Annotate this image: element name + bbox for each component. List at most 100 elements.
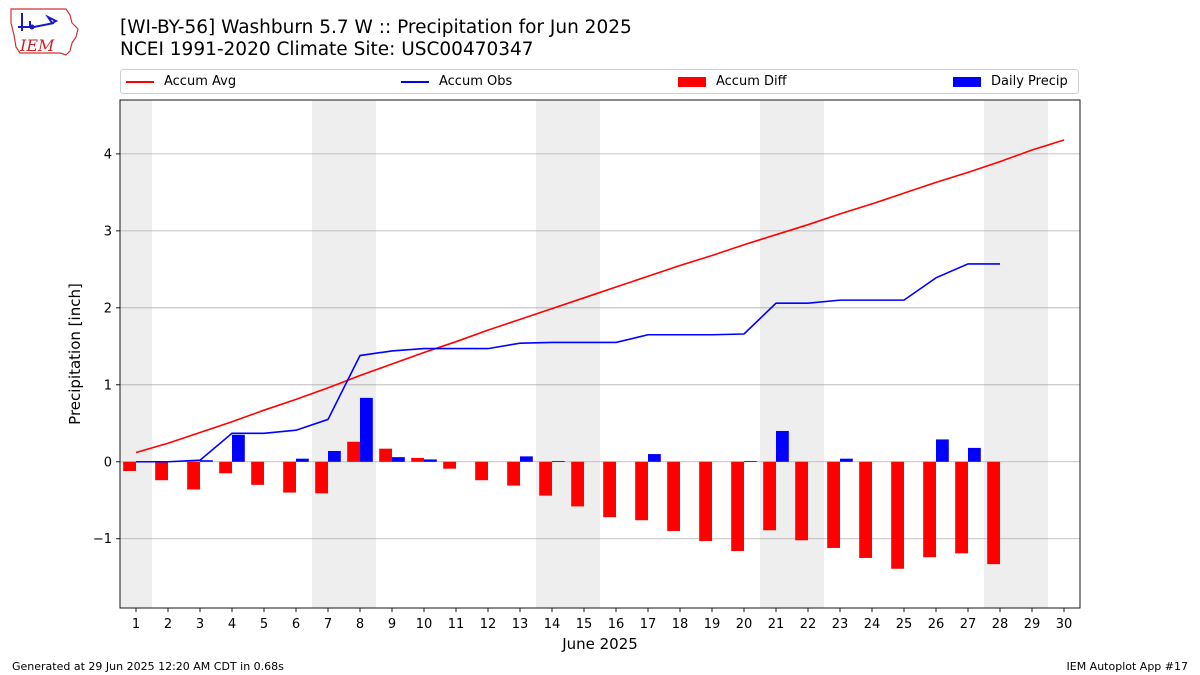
accum-diff-bar xyxy=(987,461,1000,565)
accum-diff-bar xyxy=(571,461,584,507)
accum-diff-bar xyxy=(955,461,968,554)
accum-diff-bar xyxy=(283,461,296,493)
accum-diff-bar xyxy=(123,461,136,471)
legend-item-daily-precip: Daily Precip xyxy=(953,74,1068,89)
x-tick-label: 11 xyxy=(448,617,465,632)
accum-diff-bar xyxy=(187,461,200,490)
weekend-band xyxy=(760,100,824,608)
x-tick-label: 23 xyxy=(832,617,849,632)
daily-precip-bar xyxy=(232,434,245,462)
y-tick-label: 1 xyxy=(104,378,112,393)
daily-precip-bar xyxy=(328,450,341,462)
y-tick-label: 0 xyxy=(104,455,112,470)
x-tick-label: 4 xyxy=(228,617,236,632)
daily-precip-bar xyxy=(424,459,437,462)
daily-precip-bar xyxy=(520,456,533,462)
x-tick-label: 18 xyxy=(672,617,689,632)
x-tick-label: 19 xyxy=(704,617,721,632)
x-tick-label: 27 xyxy=(960,617,977,632)
x-tick-label: 8 xyxy=(356,617,364,632)
legend-item-accum-obs: Accum Obs xyxy=(401,74,512,89)
daily-precip-bar xyxy=(296,458,309,462)
iem-logo: IEM xyxy=(10,8,79,56)
app-credit: IEM Autoplot App #17 xyxy=(1066,660,1189,673)
y-tick-label: 3 xyxy=(104,224,112,239)
x-tick-label: 13 xyxy=(512,617,529,632)
y-tick-label: −1 xyxy=(93,532,112,547)
daily-precip-bar xyxy=(744,460,757,462)
legend-label: Daily Precip xyxy=(991,74,1068,89)
daily-precip-bar xyxy=(936,439,949,462)
x-tick-label: 12 xyxy=(480,617,497,632)
x-tick-label: 2 xyxy=(164,617,172,632)
accum-diff-bar xyxy=(891,461,904,569)
daily-precip-bar xyxy=(968,447,981,462)
accum-diff-bar xyxy=(763,461,776,531)
plot-area xyxy=(120,100,1080,608)
x-tick-label: 22 xyxy=(800,617,817,632)
chart-legend: Accum Avg Accum Obs Accum Diff Daily Pre… xyxy=(120,69,1079,94)
x-tick-label: 25 xyxy=(896,617,913,632)
iowa-outline-icon xyxy=(10,8,79,56)
x-tick-label: 30 xyxy=(1056,617,1073,632)
accum-diff-bar xyxy=(507,461,520,486)
x-tick-label: 14 xyxy=(544,617,561,632)
y-axis-label: Precipitation [inch] xyxy=(66,283,84,425)
x-tick-label: 17 xyxy=(640,617,657,632)
legend-swatch xyxy=(401,80,429,83)
daily-precip-bar xyxy=(200,460,213,462)
accum-diff-bar xyxy=(731,461,744,552)
generated-timestamp: Generated at 29 Jun 2025 12:20 AM CDT in… xyxy=(12,660,284,673)
accum-diff-bar xyxy=(443,461,456,469)
legend-label: Accum Avg xyxy=(164,74,237,89)
sensor-dot-icon xyxy=(29,24,35,30)
chart-subtitle: NCEI 1991-2020 Climate Site: USC00470347 xyxy=(120,39,534,60)
accum-diff-bar xyxy=(667,461,680,532)
legend-label: Accum Diff xyxy=(716,74,787,89)
accum-diff-bar xyxy=(475,461,488,481)
weekend-band xyxy=(120,100,152,608)
daily-precip-bar xyxy=(552,460,565,462)
x-tick-label: 28 xyxy=(992,617,1009,632)
x-tick-label: 15 xyxy=(576,617,593,632)
x-tick-label: 6 xyxy=(292,617,300,632)
x-tick-label: 9 xyxy=(388,617,396,632)
legend-label: Accum Obs xyxy=(439,74,513,89)
x-tick-label: 21 xyxy=(768,617,785,632)
accum-obs-line xyxy=(136,263,1000,463)
accum-diff-bar xyxy=(347,441,360,462)
daily-precip-bar xyxy=(840,458,853,462)
x-tick-label: 1 xyxy=(132,617,140,632)
accum-diff-bar xyxy=(219,461,232,474)
accum-avg-line xyxy=(135,139,1065,454)
x-tick-label: 29 xyxy=(1024,617,1041,632)
daily-precip-bar xyxy=(392,457,405,462)
plot-frame xyxy=(119,99,1081,609)
legend-swatch xyxy=(126,80,154,83)
x-tick-label: 26 xyxy=(928,617,945,632)
legend-swatch xyxy=(678,76,706,87)
accum-diff-bar xyxy=(603,461,616,518)
accum-diff-bar xyxy=(699,461,712,542)
logo-text: IEM xyxy=(19,36,55,55)
accum-diff-bar xyxy=(539,461,552,496)
x-tick-label: 20 xyxy=(736,617,753,632)
legend-item-accum-diff: Accum Diff xyxy=(678,74,787,89)
accum-diff-bar xyxy=(923,461,936,558)
accum-diff-bar xyxy=(251,461,264,485)
accum-diff-bar xyxy=(635,461,648,521)
y-tick-label: 2 xyxy=(104,301,112,316)
x-tick-label: 5 xyxy=(260,617,268,632)
accum-diff-bar xyxy=(155,461,168,481)
accum-diff-bar xyxy=(859,461,872,558)
x-tick-label: 7 xyxy=(324,617,332,632)
accum-diff-bar xyxy=(315,461,328,494)
legend-swatch xyxy=(953,76,981,87)
weekend-band xyxy=(536,100,600,608)
daily-precip-bar xyxy=(360,397,373,462)
accum-diff-bar xyxy=(827,461,840,548)
accum-diff-bar xyxy=(411,457,424,462)
y-tick-label: 4 xyxy=(104,147,112,162)
daily-precip-bar xyxy=(648,454,661,462)
